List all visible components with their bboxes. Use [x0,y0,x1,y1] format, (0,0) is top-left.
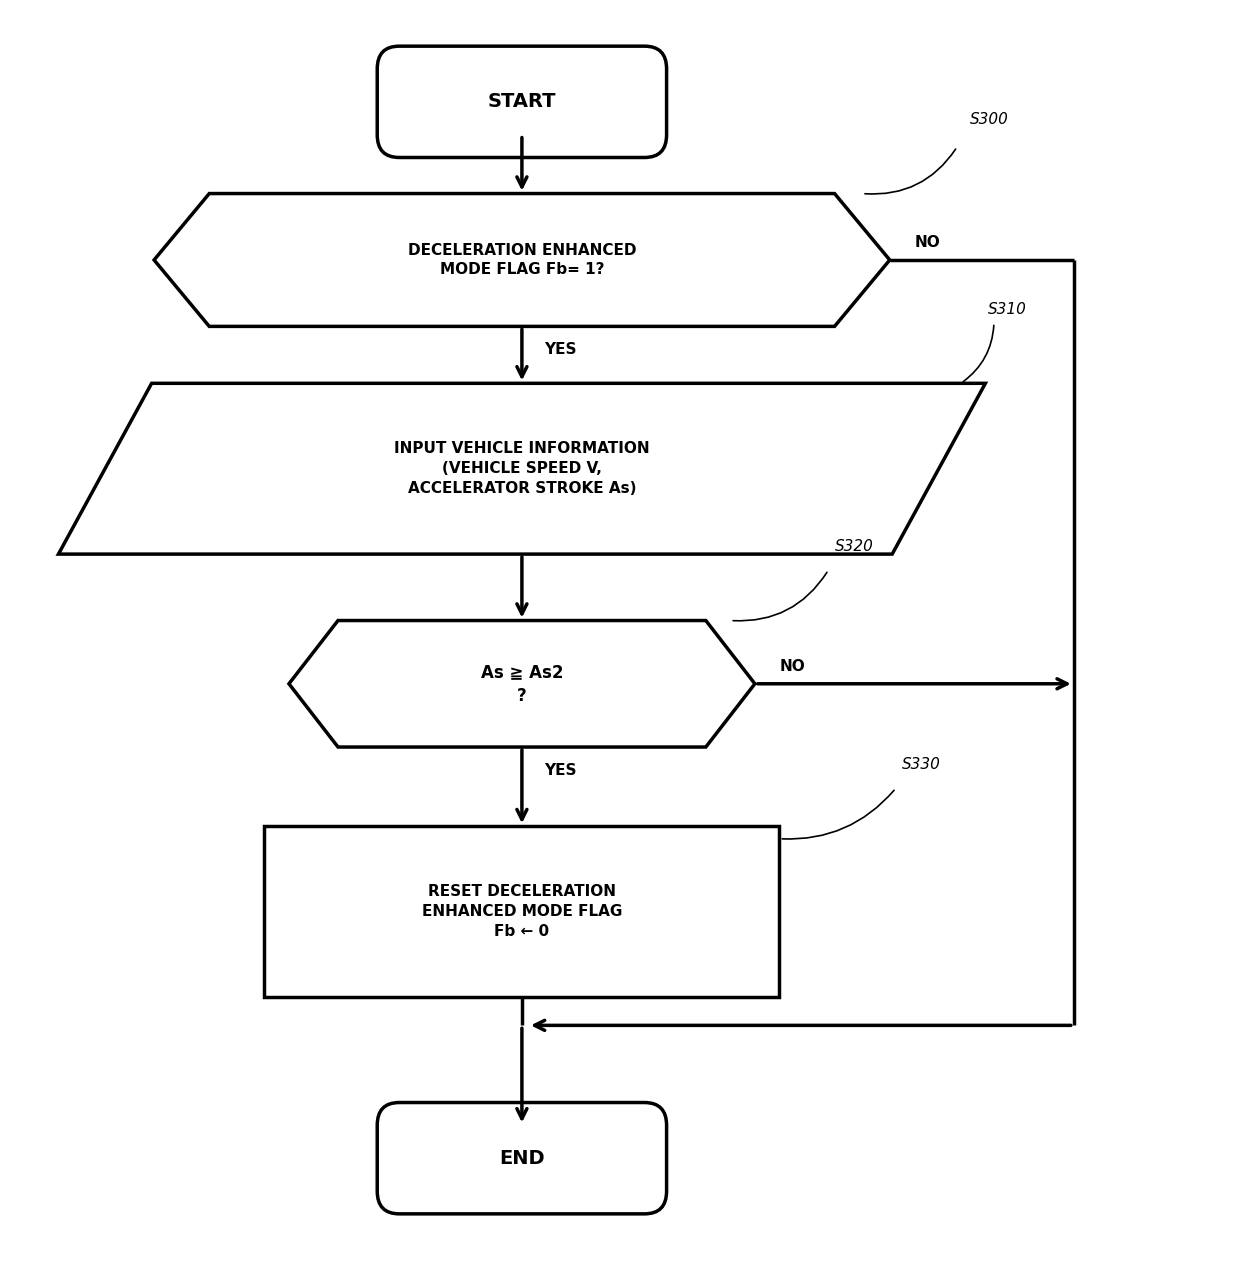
FancyBboxPatch shape [377,1102,667,1214]
Polygon shape [289,620,755,747]
Text: YES: YES [544,343,577,357]
Text: S300: S300 [970,113,1008,127]
Text: S310: S310 [988,302,1027,317]
Polygon shape [58,384,986,554]
Bar [264,826,780,996]
Text: NO: NO [780,659,805,674]
Text: S320: S320 [835,538,873,554]
FancyBboxPatch shape [377,46,667,157]
Text: START: START [487,92,557,111]
Text: INPUT VEHICLE INFORMATION
(VEHICLE SPEED V,
ACCELERATOR STROKE As): INPUT VEHICLE INFORMATION (VEHICLE SPEED… [394,441,650,496]
Text: NO: NO [914,235,940,251]
Polygon shape [154,193,890,326]
Text: YES: YES [544,762,577,778]
Text: END: END [498,1149,544,1168]
Text: RESET DECELERATION
ENHANCED MODE FLAG
Fb ← 0: RESET DECELERATION ENHANCED MODE FLAG Fb… [422,884,622,939]
Text: S330: S330 [901,757,941,773]
Text: As ≧ As2
?: As ≧ As2 ? [481,663,563,705]
Text: DECELERATION ENHANCED
MODE FLAG Fb= 1?: DECELERATION ENHANCED MODE FLAG Fb= 1? [408,243,636,278]
